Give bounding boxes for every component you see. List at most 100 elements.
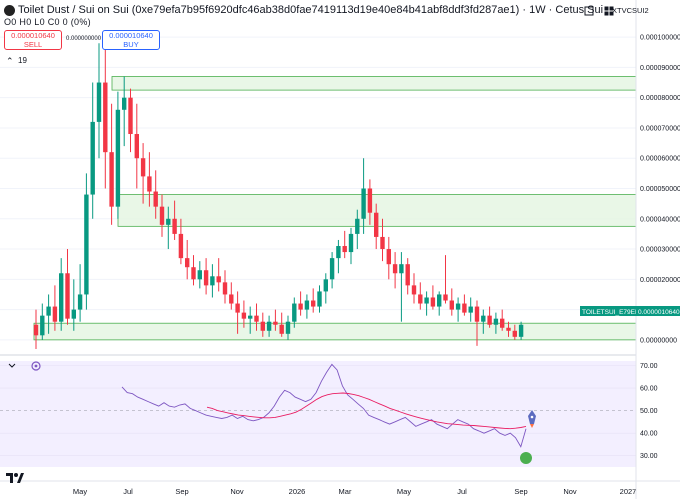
candle-body xyxy=(424,297,429,304)
candle-body xyxy=(178,233,184,259)
candle-body xyxy=(500,318,505,328)
candle-body xyxy=(260,321,265,331)
time-axis-label: Nov xyxy=(563,487,577,496)
candle-body xyxy=(279,324,284,334)
candle-body xyxy=(248,315,253,319)
symbol-title[interactable]: Toilet Dust / Sui on Sui (0xe79efa7b95f6… xyxy=(18,4,604,16)
candle-body xyxy=(122,97,127,110)
rsi-collapse-icon[interactable] xyxy=(8,363,16,368)
candle-body xyxy=(59,273,64,322)
price-axis-label: 0.000090000 xyxy=(640,65,680,72)
rsi-axis-label: 50.00 xyxy=(640,408,658,415)
candle-body xyxy=(128,97,133,135)
candle-body xyxy=(172,218,177,234)
candle-body xyxy=(405,264,410,286)
candle-body xyxy=(40,315,45,336)
time-axis-label: Sep xyxy=(514,487,527,496)
candle-body xyxy=(52,306,58,322)
exchange-symbol-label: XTVCSUI2 xyxy=(612,6,649,15)
symbol-tag-label: TOILETSUI_E79EFA xyxy=(582,309,644,316)
price-zone xyxy=(111,76,637,91)
rocket-icon xyxy=(528,410,536,428)
time-axis-label: 2027 xyxy=(620,487,637,496)
maximize-icon[interactable] xyxy=(584,3,594,16)
candle-body xyxy=(317,291,322,307)
candle-body xyxy=(109,152,114,207)
candle-body xyxy=(386,249,391,265)
rsi-axis-label: 30.00 xyxy=(640,453,658,460)
candle-body xyxy=(323,279,328,292)
ohlc-values: O0 H0 L0 C0 0 (0%) xyxy=(4,17,91,27)
rsi-axis-label: 60.00 xyxy=(640,386,658,393)
candle-body xyxy=(380,236,385,250)
candle-body xyxy=(216,276,221,283)
candle-body xyxy=(304,300,310,310)
candlestick-series xyxy=(33,43,524,349)
candle-body xyxy=(493,318,499,325)
spread-value: 0.000000000 xyxy=(66,36,102,42)
candle-body xyxy=(77,294,83,310)
rsi-axis[interactable]: 30.00 40.00 50.00 60.00 70.00 xyxy=(640,363,658,460)
price-axis[interactable]: 0.000000000.0000100000.0000200000.000030… xyxy=(640,35,680,345)
candle-body xyxy=(311,300,316,307)
candle-body xyxy=(392,264,398,274)
candle-body xyxy=(65,273,70,319)
time-axis-label: Nov xyxy=(230,487,244,496)
price-axis-label: 0.000050000 xyxy=(640,186,680,193)
candle-body xyxy=(33,324,39,336)
rsi-series xyxy=(0,363,636,457)
sell-button[interactable]: 0.000010640 SELL xyxy=(4,30,62,50)
grid-layout-icon[interactable] xyxy=(604,3,614,16)
candle-body xyxy=(266,321,272,331)
time-axis[interactable]: May Jul Sep Nov 2026 Mar May Jul Sep Nov 2027 xyxy=(73,487,636,496)
chart-header: Toilet Dust / Sui on Sui (0xe79efa7b95f6… xyxy=(0,0,680,22)
candle-body xyxy=(84,194,89,295)
indicator-count[interactable]: 19 xyxy=(18,56,27,65)
buy-button[interactable]: 0.000010640 BUY xyxy=(102,30,160,50)
candle-body xyxy=(241,312,247,319)
candle-body xyxy=(90,121,95,195)
candle-body xyxy=(506,327,511,331)
candle-body xyxy=(443,294,448,301)
candle-body xyxy=(285,321,291,334)
candle-body xyxy=(437,294,442,307)
candle-body xyxy=(518,324,524,337)
candle-body xyxy=(185,258,190,268)
candle-body xyxy=(468,306,473,313)
candle-body xyxy=(455,303,461,310)
candle-body xyxy=(355,218,360,234)
buy-price: 0.000010640 xyxy=(109,31,153,40)
candle-body xyxy=(210,276,215,286)
candle-body xyxy=(449,300,454,310)
candle-body xyxy=(292,303,297,322)
candle-body xyxy=(166,218,171,225)
candle-body xyxy=(298,303,303,310)
candle-body xyxy=(374,212,379,237)
time-axis-label: Jul xyxy=(457,487,467,496)
candle-body xyxy=(329,258,335,280)
rsi-settings-icon[interactable] xyxy=(31,361,41,371)
time-axis-label: Mar xyxy=(339,487,352,496)
candle-body xyxy=(153,191,158,207)
rsi-pane-background xyxy=(0,361,636,467)
candle-body xyxy=(134,134,139,159)
candle-body xyxy=(411,285,417,295)
rsi-line xyxy=(121,363,527,448)
candle-body xyxy=(147,176,152,192)
candle-body xyxy=(342,246,347,253)
candle-body xyxy=(203,270,209,286)
rsi-axis-label: 70.00 xyxy=(640,363,658,370)
price-axis-label: 0.000060000 xyxy=(640,156,680,163)
supply-demand-zones xyxy=(33,76,637,341)
buy-label: BUY xyxy=(123,40,139,49)
candle-body xyxy=(273,321,278,325)
collapse-indicators-icon[interactable]: ⌃ xyxy=(6,56,14,66)
candle-body xyxy=(191,267,196,280)
tradingview-logo-icon[interactable] xyxy=(6,470,24,488)
candle-body xyxy=(430,297,436,307)
candle-body xyxy=(481,315,486,322)
candle-body xyxy=(462,303,467,313)
candle-body xyxy=(159,206,165,225)
candle-body xyxy=(235,303,240,313)
